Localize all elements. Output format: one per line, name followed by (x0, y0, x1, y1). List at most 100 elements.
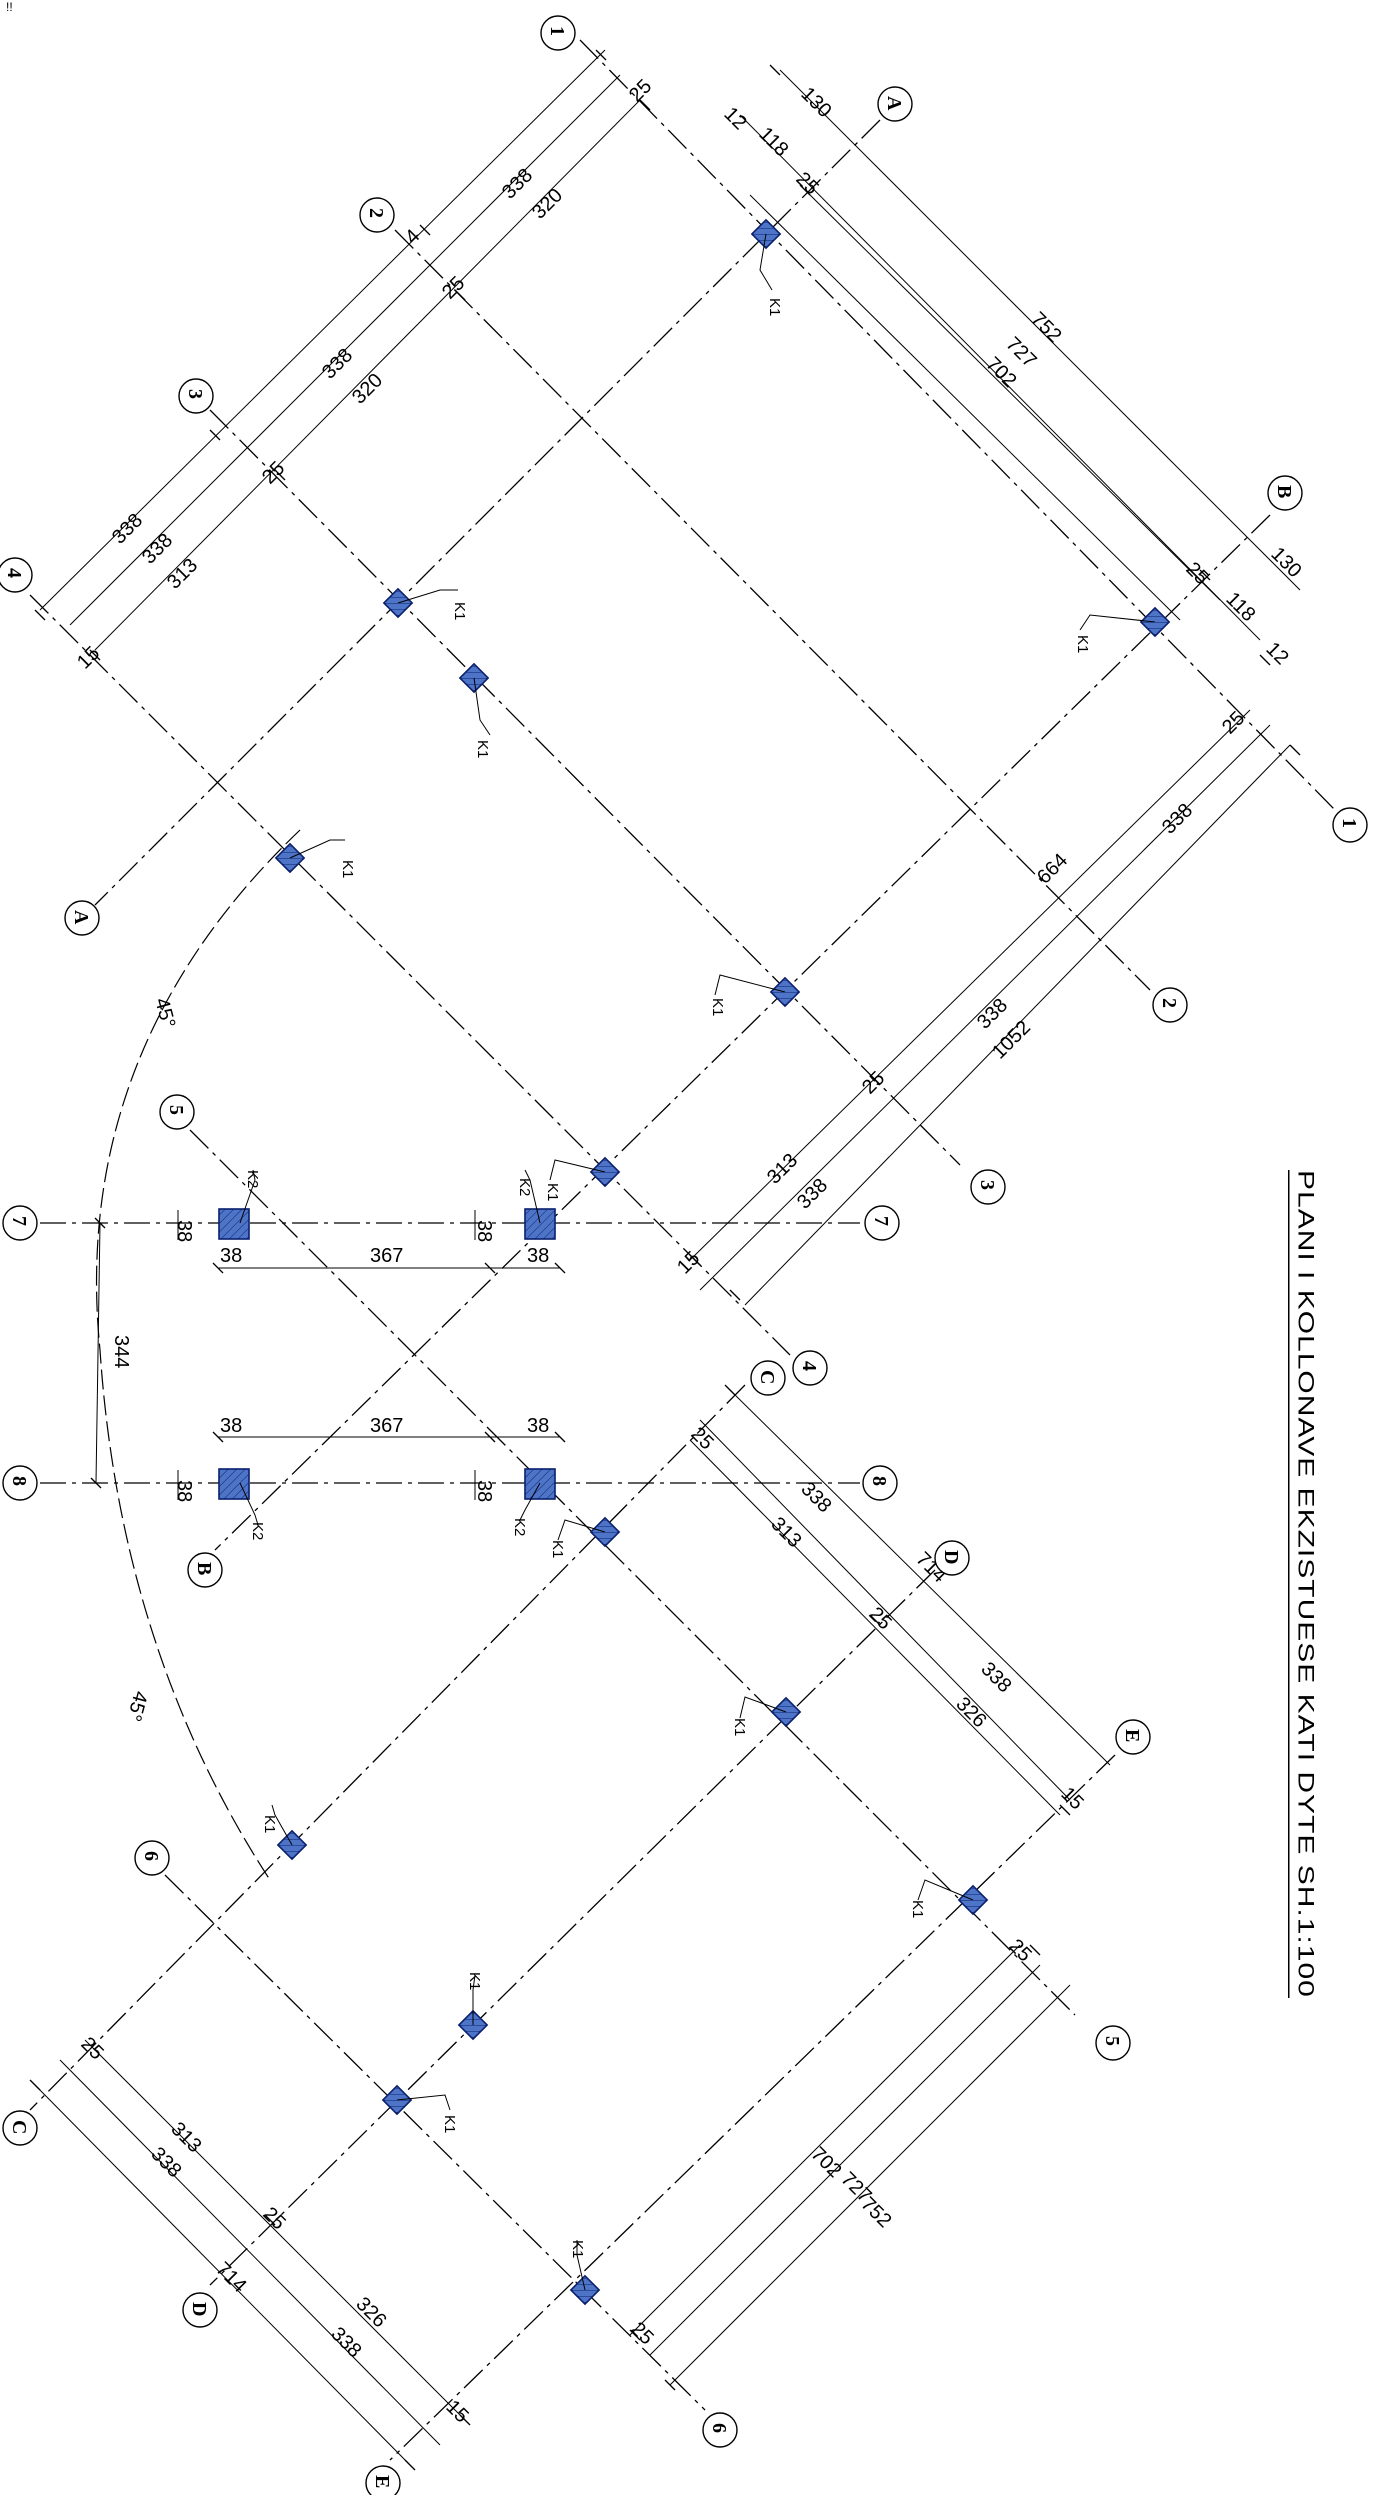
svg-text:12: 12 (719, 103, 750, 134)
svg-text:7: 7 (8, 1216, 30, 1226)
svg-text:15: 15 (73, 642, 104, 673)
svg-text:25: 25 (626, 2318, 657, 2349)
tag-k2: K2 (249, 1522, 266, 1540)
svg-text:130: 130 (796, 83, 835, 122)
svg-text:A: A (70, 910, 92, 925)
grid-bubble-4b: 4 (792, 1350, 828, 1386)
axis-E (389, 1754, 1116, 2461)
svg-text:338: 338 (1158, 799, 1197, 838)
svg-text:A: A (883, 96, 905, 111)
svg-text:338: 338 (498, 164, 537, 203)
svg-text:38: 38 (527, 1415, 549, 1437)
svg-text:8: 8 (8, 1476, 30, 1486)
tag-k1: K1 (474, 740, 491, 758)
svg-text:B: B (193, 1562, 215, 1575)
svg-text:320: 320 (348, 369, 387, 408)
svg-text:25: 25 (258, 2203, 289, 2234)
svg-text:C: C (8, 2120, 30, 2134)
svg-text:E: E (371, 2475, 393, 2488)
columns-k1 (274, 218, 1171, 2306)
grid-bubble-3: 3 (178, 378, 214, 414)
axis-4 (29, 594, 791, 1356)
tag-k1: K1 (766, 298, 783, 316)
column-k2 (524, 1208, 556, 1240)
svg-text:344: 344 (110, 1335, 132, 1368)
dimension-lines (34, 49, 1301, 2466)
grid-bubble-7: 7 (2, 1205, 38, 1241)
svg-text:4: 4 (798, 1361, 820, 1371)
grid-bubble-8b: 8 (862, 1465, 898, 1501)
svg-text:4: 4 (401, 225, 424, 248)
svg-text:1: 1 (546, 26, 568, 36)
grid-bubble-D2: D (182, 2292, 218, 2328)
tag-k1: K1 (451, 602, 468, 620)
grid-bubble-E: E (1115, 1719, 1151, 1755)
svg-text:130: 130 (1266, 543, 1305, 582)
svg-text:367: 367 (370, 1415, 403, 1437)
svg-text:338: 338 (318, 344, 357, 383)
svg-text:38: 38 (473, 1220, 495, 1242)
axis-B (214, 514, 1271, 1551)
grid-bubble-5: 5 (159, 1094, 195, 1130)
svg-text:C: C (756, 1370, 778, 1384)
tag-k1: K1 (1074, 635, 1091, 653)
svg-text:118: 118 (754, 123, 792, 161)
column-k2 (218, 1208, 250, 1240)
svg-text:320: 320 (528, 184, 567, 223)
svg-text:25: 25 (686, 1423, 717, 1454)
grid-bubble-2b: 2 (1152, 987, 1188, 1023)
svg-text:25: 25 (76, 2033, 107, 2064)
svg-text:38: 38 (527, 1245, 549, 1267)
svg-text:D: D (188, 2302, 210, 2316)
svg-text:B: B (1273, 485, 1295, 498)
svg-text:D: D (940, 1550, 962, 1564)
tag-k1: K1 (549, 1540, 566, 1558)
svg-text:38: 38 (220, 1245, 242, 1267)
grid-bubble-B: B (1267, 475, 1303, 511)
svg-text:326: 326 (951, 1693, 990, 1732)
svg-text:714: 714 (211, 2258, 250, 2297)
dimension-texts: 130 118 12 25 752 727 702 130 118 12 25 … (73, 75, 1306, 2427)
tag-k2: K2 (511, 1518, 528, 1536)
grid-bubble-A: A (877, 86, 913, 122)
grid-bubble-2: 2 (359, 197, 395, 233)
grid-bubble-6: 6 (134, 1840, 170, 1876)
svg-text:38: 38 (173, 1220, 195, 1242)
svg-text:6: 6 (708, 2423, 730, 2433)
svg-text:338: 338 (326, 2323, 365, 2362)
svg-text:338: 338 (793, 1174, 832, 1213)
tag-k1: K1 (441, 2115, 458, 2133)
grid-axes (29, 39, 1336, 2461)
column-tags: K1 K1 K1 K1 K1 K1 K1 K2 K2 K2 K2 K1 K1 K… (239, 233, 1156, 2291)
dimension-ticks (29, 49, 1301, 2471)
svg-text:25: 25 (258, 457, 289, 488)
svg-text:38: 38 (220, 1415, 242, 1437)
svg-text:338: 338 (108, 509, 147, 548)
column-k2 (218, 1468, 250, 1500)
tag-k1: K1 (544, 1183, 561, 1201)
svg-text:664: 664 (1033, 849, 1072, 888)
tag-k1: K1 (569, 2240, 586, 2258)
tag-k1: K1 (466, 1972, 483, 1990)
grid-bubble-7b: 7 (864, 1205, 900, 1241)
grid-bubble-E2: E (365, 2465, 401, 2495)
tag-k2: K2 (244, 1170, 261, 1188)
svg-text:4: 4 (3, 568, 25, 578)
svg-text:702: 702 (806, 2143, 845, 2182)
svg-text:2: 2 (365, 208, 387, 218)
svg-text:338: 338 (138, 529, 177, 568)
axis-A (94, 119, 881, 906)
svg-text:12: 12 (1261, 638, 1292, 669)
drawing-title-block: PLANI I KOLLONAVE EKZISTUESE KATI DYTE S… (1288, 1170, 1358, 1998)
grid-bubble-1: 1 (540, 15, 576, 51)
svg-text:5: 5 (1101, 2036, 1123, 2046)
grid-bubble-C2: C (2, 2110, 38, 2146)
svg-text:15: 15 (673, 1247, 704, 1278)
tag-k1: K1 (909, 1900, 926, 1918)
axis-1 (579, 39, 1336, 811)
svg-text:38: 38 (173, 1480, 195, 1502)
grid-bubble-1b: 1 (1332, 807, 1368, 843)
grid-bubble-C: C (750, 1360, 786, 1396)
svg-text:E: E (1121, 1729, 1143, 1742)
